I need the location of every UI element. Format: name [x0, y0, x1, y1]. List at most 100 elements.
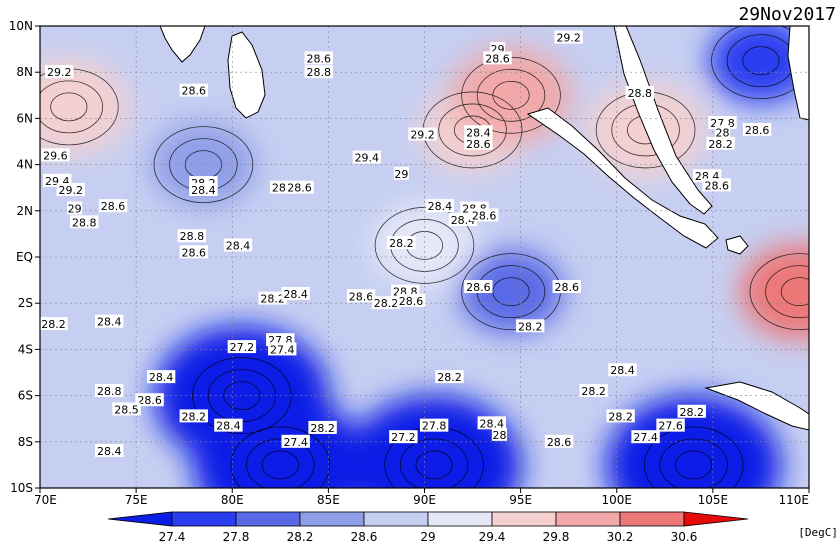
- svg-text:29.2: 29.2: [47, 66, 72, 79]
- colorbar-segment: [171, 511, 237, 527]
- latitude-axis: 10N 8N 6N 4N 2N EQ 2S 4S 6S 8S 10S: [9, 19, 40, 495]
- lat-tick-label: 10S: [10, 481, 33, 495]
- colorbar-level-label: 28.2: [287, 530, 314, 544]
- contour-label: 28.2: [706, 136, 735, 151]
- java-land: [704, 381, 809, 431]
- svg-text:28.8: 28.8: [628, 87, 653, 100]
- svg-text:28.2: 28.2: [260, 293, 285, 306]
- bangka-island-land: [725, 235, 749, 255]
- svg-text:27.4: 27.4: [283, 436, 308, 449]
- svg-text:28.4: 28.4: [149, 371, 174, 384]
- lon-tick-label: 75E: [125, 493, 148, 507]
- colorbar-level-label: 28.6: [351, 530, 378, 544]
- isotherm-ring: [438, 103, 507, 157]
- colorbar-low-arrow: [107, 511, 173, 527]
- isotherm-ring: [230, 426, 331, 488]
- contour-label: 28: [491, 427, 508, 442]
- svg-text:29.2: 29.2: [59, 184, 84, 197]
- contour-label: 28.6: [304, 51, 333, 65]
- svg-text:28.4: 28.4: [97, 316, 122, 329]
- isotherm-ring: [749, 253, 809, 331]
- svg-text:28.2: 28.2: [374, 297, 399, 310]
- contour-label: 28.4: [189, 183, 218, 197]
- contour-label: 28.8: [304, 65, 333, 79]
- contour-label: 28.6: [179, 245, 208, 259]
- colorbar-segment: [491, 511, 557, 527]
- contour-label: 27.2: [389, 430, 418, 444]
- contour-label: 29.4: [352, 150, 382, 165]
- contour-label: 28.6: [483, 51, 512, 65]
- svg-text:28.4: 28.4: [97, 445, 122, 458]
- sri-lanka-land: [227, 31, 266, 119]
- isotherm-ring: [492, 277, 530, 307]
- isotherm-ring: [742, 46, 780, 76]
- svg-text:28.2: 28.2: [708, 138, 733, 151]
- svg-text:28.6: 28.6: [137, 394, 162, 407]
- lat-tick-label: 6N: [16, 111, 33, 125]
- contour-label: 28.6: [285, 180, 314, 195]
- svg-text:27.6: 27.6: [658, 420, 683, 433]
- contour-label: 28.6: [464, 280, 493, 294]
- svg-text:28.6: 28.6: [399, 295, 424, 308]
- svg-text:28.6: 28.6: [547, 436, 572, 449]
- colorbar-unit: [DegC]: [798, 526, 838, 539]
- sst-patch: [458, 249, 564, 334]
- map-gridlines: [40, 26, 809, 488]
- isotherm-ring: [246, 438, 315, 488]
- isotherm-ring: [40, 80, 104, 134]
- contour-label: 27.4: [268, 342, 297, 356]
- land-masses: [159, 26, 809, 431]
- contour-label: 28.6: [98, 199, 128, 213]
- svg-text:28.2: 28.2: [41, 318, 66, 331]
- svg-text:28.2: 28.2: [437, 371, 462, 384]
- contour-label: 29.2: [554, 30, 583, 45]
- svg-text:28.2: 28.2: [608, 410, 633, 423]
- contour-label: 28.2: [606, 409, 635, 423]
- contour-label: 28: [714, 125, 731, 139]
- svg-text:28.8: 28.8: [180, 230, 205, 243]
- contour-label: 28.4: [95, 444, 124, 458]
- contour-label: 29: [393, 166, 410, 181]
- contour-label: 28.4: [464, 125, 493, 139]
- contour-label: 28.8: [177, 229, 207, 243]
- isotherm-ring: [659, 438, 728, 488]
- svg-text:28.4: 28.4: [451, 214, 476, 227]
- lat-tick-label: 2N: [16, 204, 33, 218]
- contour-label: 29.2: [408, 127, 437, 142]
- svg-text:28.8: 28.8: [72, 216, 97, 229]
- isotherm-ring: [399, 438, 469, 488]
- lat-tick-label: 4N: [16, 158, 33, 172]
- isotherm-ring: [492, 80, 530, 110]
- colorbar: 27.4 27.8 28.2 28.6 29 29.4 29.8 30.2 30.6: [107, 511, 749, 544]
- isotherm-lines: [40, 26, 809, 488]
- svg-text:28.2: 28.2: [389, 237, 414, 250]
- sumatra-land: [526, 107, 719, 249]
- contour-label: 28.4: [214, 418, 243, 433]
- lon-tick-label: 90E: [413, 493, 436, 507]
- contour-label: 29: [67, 201, 83, 215]
- isotherm-ring: [261, 450, 299, 480]
- svg-text:27.4: 27.4: [633, 431, 658, 444]
- contour-label: 28.6: [346, 289, 376, 303]
- colorbar-level-label: 30.6: [671, 530, 698, 544]
- colorbar-segment: [363, 511, 429, 527]
- colorbar-level-label: 29.8: [543, 530, 570, 544]
- contour-label: 28.2: [371, 296, 401, 310]
- colorbar-level-label: 29.4: [479, 530, 506, 544]
- contour-label: 28.8: [95, 383, 124, 398]
- india-land: [159, 26, 206, 63]
- svg-text:28.4: 28.4: [283, 288, 308, 301]
- colorbar-level-label: 30.2: [607, 530, 634, 544]
- svg-text:28.2: 28.2: [310, 422, 335, 435]
- contour-label: 27.6: [656, 418, 685, 433]
- sst-patch: [192, 394, 368, 488]
- contour-label: 28.4: [477, 416, 506, 430]
- contour-label: 28.6: [135, 393, 164, 407]
- sst-patch: [606, 394, 782, 488]
- svg-text:28.6: 28.6: [555, 281, 580, 294]
- contour-label: 29.2: [56, 183, 85, 197]
- contour-label: 28.2: [258, 291, 287, 306]
- isotherm-ring: [50, 92, 88, 122]
- svg-text:28.6: 28.6: [287, 182, 312, 195]
